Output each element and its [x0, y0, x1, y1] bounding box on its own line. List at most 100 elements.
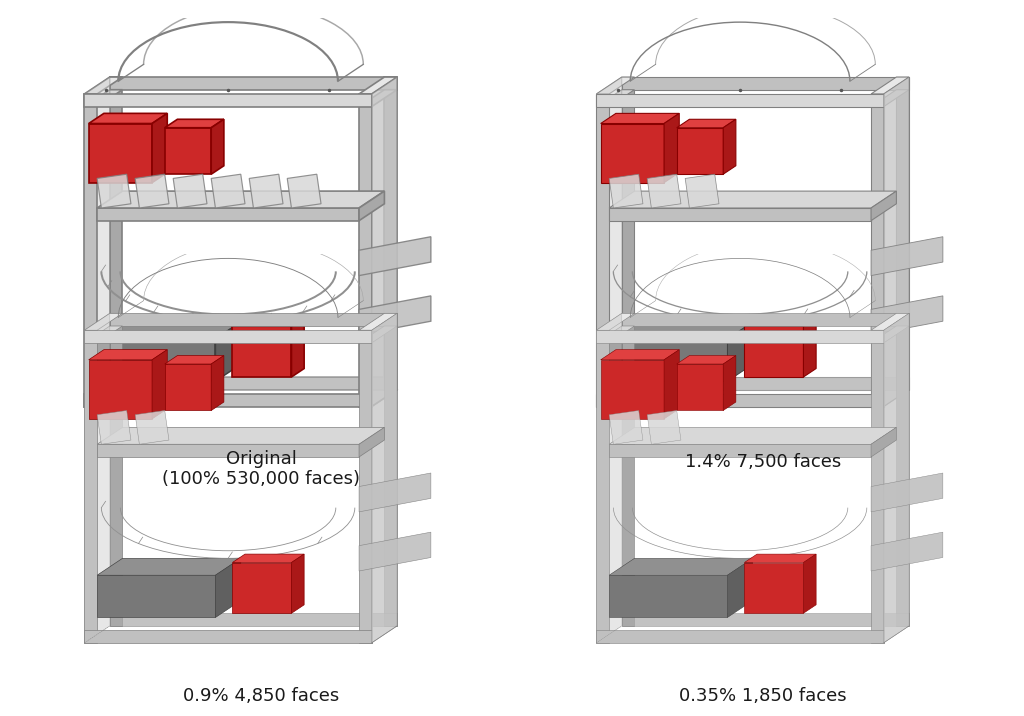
Polygon shape: [84, 77, 123, 94]
Polygon shape: [89, 123, 152, 183]
Polygon shape: [97, 322, 241, 339]
Polygon shape: [211, 356, 224, 410]
Polygon shape: [165, 120, 224, 127]
Polygon shape: [84, 394, 372, 407]
Polygon shape: [89, 113, 167, 123]
Polygon shape: [97, 427, 384, 444]
Polygon shape: [727, 558, 753, 617]
Polygon shape: [211, 120, 224, 174]
Polygon shape: [292, 318, 304, 377]
Polygon shape: [232, 554, 304, 563]
Polygon shape: [97, 339, 215, 381]
Polygon shape: [884, 77, 909, 407]
Polygon shape: [596, 394, 884, 407]
Polygon shape: [871, 326, 909, 343]
Polygon shape: [359, 532, 431, 571]
Polygon shape: [97, 444, 359, 457]
Polygon shape: [664, 113, 679, 183]
Polygon shape: [622, 314, 909, 326]
Polygon shape: [677, 120, 736, 127]
Polygon shape: [871, 237, 943, 276]
Polygon shape: [596, 77, 635, 94]
Text: 0.35% 1,850 faces: 0.35% 1,850 faces: [679, 687, 847, 705]
Polygon shape: [110, 77, 123, 390]
Polygon shape: [97, 575, 215, 617]
Polygon shape: [647, 410, 681, 444]
Polygon shape: [685, 174, 719, 208]
Polygon shape: [596, 630, 884, 643]
Text: 1.4% 7,500 faces: 1.4% 7,500 faces: [685, 453, 841, 471]
Polygon shape: [596, 326, 635, 343]
Polygon shape: [359, 427, 384, 457]
Polygon shape: [152, 113, 167, 183]
Polygon shape: [84, 330, 97, 643]
Polygon shape: [84, 326, 123, 343]
Polygon shape: [84, 314, 123, 330]
Polygon shape: [596, 330, 609, 643]
Polygon shape: [871, 77, 909, 94]
Polygon shape: [359, 191, 384, 221]
Polygon shape: [744, 326, 804, 377]
Polygon shape: [609, 558, 753, 575]
Polygon shape: [359, 326, 397, 343]
Polygon shape: [97, 174, 131, 208]
Polygon shape: [359, 77, 397, 94]
Polygon shape: [97, 208, 359, 221]
Polygon shape: [84, 90, 123, 107]
Polygon shape: [884, 314, 909, 643]
Polygon shape: [89, 359, 152, 419]
Polygon shape: [744, 318, 816, 326]
Polygon shape: [596, 77, 622, 407]
Polygon shape: [596, 330, 884, 343]
Polygon shape: [871, 90, 909, 107]
Polygon shape: [744, 554, 816, 563]
Polygon shape: [135, 410, 169, 444]
Polygon shape: [601, 123, 664, 183]
Polygon shape: [804, 554, 816, 613]
Polygon shape: [609, 174, 643, 208]
Polygon shape: [596, 90, 635, 107]
Polygon shape: [677, 364, 723, 410]
Polygon shape: [232, 563, 292, 613]
Polygon shape: [609, 427, 896, 444]
Polygon shape: [609, 322, 753, 339]
Polygon shape: [359, 473, 431, 512]
Polygon shape: [871, 330, 884, 643]
Polygon shape: [84, 314, 110, 643]
Polygon shape: [84, 630, 372, 643]
Text: 0.9% 4,850 faces: 0.9% 4,850 faces: [183, 687, 339, 705]
Polygon shape: [359, 314, 397, 330]
Polygon shape: [596, 94, 884, 107]
Polygon shape: [249, 174, 283, 208]
Polygon shape: [173, 174, 207, 208]
Polygon shape: [664, 349, 679, 419]
Polygon shape: [622, 377, 909, 390]
Polygon shape: [165, 364, 211, 410]
Polygon shape: [601, 113, 679, 123]
Polygon shape: [84, 77, 110, 407]
Polygon shape: [165, 127, 211, 174]
Polygon shape: [601, 349, 679, 359]
Polygon shape: [288, 174, 322, 208]
Polygon shape: [601, 359, 664, 419]
Polygon shape: [609, 208, 871, 221]
Polygon shape: [215, 558, 241, 617]
Polygon shape: [110, 77, 397, 90]
Polygon shape: [110, 314, 123, 626]
Polygon shape: [896, 314, 909, 626]
Polygon shape: [871, 532, 943, 571]
Polygon shape: [622, 77, 635, 390]
Polygon shape: [97, 558, 241, 575]
Polygon shape: [97, 191, 384, 208]
Polygon shape: [84, 94, 372, 107]
Polygon shape: [596, 94, 609, 407]
Polygon shape: [744, 563, 804, 613]
Polygon shape: [359, 296, 431, 334]
Polygon shape: [622, 77, 909, 90]
Polygon shape: [384, 77, 397, 390]
Polygon shape: [384, 314, 397, 626]
Polygon shape: [804, 318, 816, 377]
Polygon shape: [622, 613, 909, 626]
Polygon shape: [723, 356, 736, 410]
Polygon shape: [609, 444, 871, 457]
